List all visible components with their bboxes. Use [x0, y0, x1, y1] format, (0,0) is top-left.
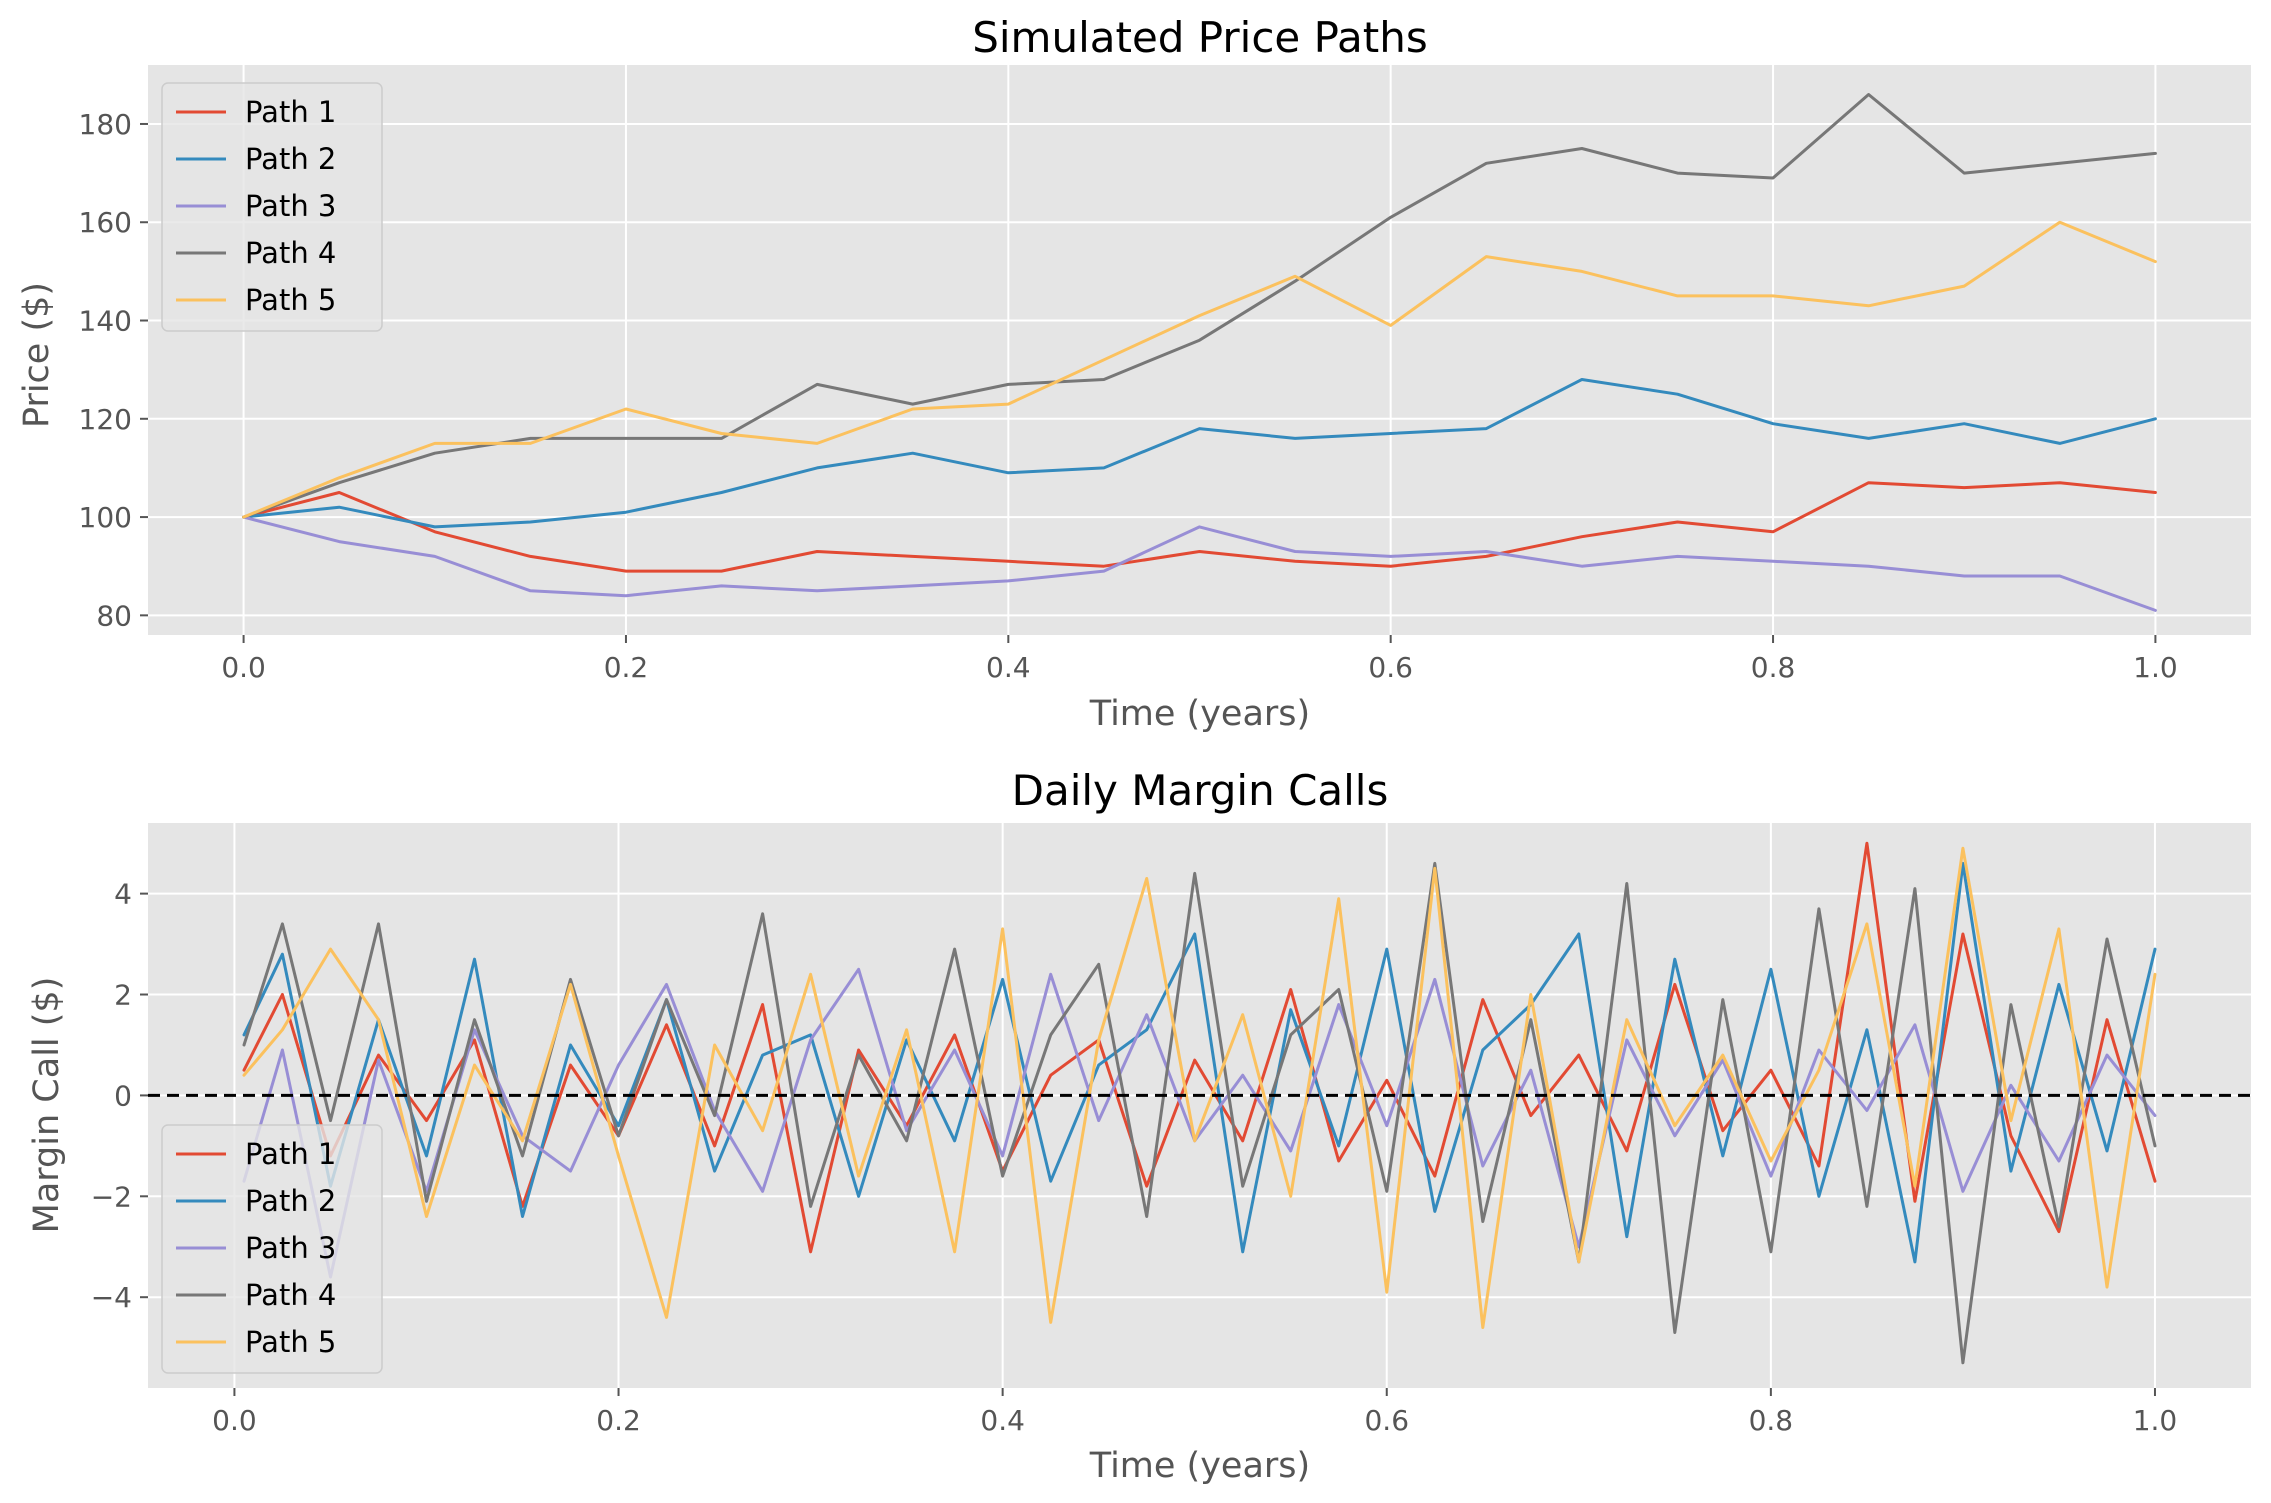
price-paths-title: Simulated Price Paths — [972, 13, 1428, 62]
margin-calls-legend-label: Path 3 — [245, 1231, 336, 1265]
margin-calls-x-tick-label: 0.4 — [980, 1404, 1025, 1437]
price-paths-series-line-path-4 — [242, 93, 2157, 519]
price-paths-legend-label: Path 2 — [245, 142, 336, 176]
price-paths-series-line-path-5 — [242, 220, 2157, 519]
margin-calls-x-tick-label: 0.2 — [596, 1404, 641, 1437]
margin-calls-series-line-path-5 — [242, 846, 2157, 1329]
margin-calls-grid — [148, 823, 2251, 1388]
price-paths-legend-label: Path 5 — [245, 283, 336, 317]
margin-calls-legend-label: Path 4 — [245, 1278, 336, 1312]
margin-calls-chart: 0.0 0.2 0.4 0.6 0.8 1.0 −4 −2 0 2 4 Daily Margin … — [27, 766, 2251, 1486]
price-paths-legend-label: Path 4 — [245, 236, 336, 270]
price-paths-series — [242, 93, 2157, 612]
margin-calls-legend-box — [161, 1124, 383, 1374]
price-paths-x-tick-label: 0.6 — [1368, 651, 1413, 684]
price-paths-y-tick-label: 120 — [79, 403, 132, 436]
margin-calls-x-tick-label: 0.6 — [1364, 1404, 1409, 1437]
price-paths-legend-label: Path 1 — [245, 95, 336, 129]
margin-calls-series — [242, 841, 2157, 1365]
price-paths-y-tick-label: 140 — [79, 305, 132, 338]
price-paths-y-ticks: 80 100 120 140 160 180 — [79, 108, 148, 632]
margin-calls-legend-label: Path 1 — [245, 1137, 336, 1171]
price-paths-y-axis-label: Price ($) — [17, 282, 57, 428]
price-paths-y-tick-label: 160 — [79, 206, 132, 239]
margin-calls-y-tick-label: 2 — [114, 979, 132, 1012]
price-paths-x-tick-label: 0.8 — [1751, 651, 1796, 684]
margin-calls-y-tick-label: −4 — [91, 1281, 132, 1314]
price-paths-y-tick-label: 180 — [79, 108, 132, 141]
price-paths-series-line-path-2 — [242, 378, 2157, 529]
price-paths-x-tick-label: 0.4 — [986, 651, 1031, 684]
margin-calls-legend-label: Path 5 — [245, 1325, 336, 1359]
price-paths-x-axis-label: Time (years) — [1089, 694, 1310, 734]
price-paths-legend-box — [161, 82, 383, 332]
price-paths-y-tick-label: 80 — [96, 599, 132, 632]
price-paths-x-tick-label: 0.2 — [604, 651, 649, 684]
price-paths-legend: Path 1 Path 2 Path 3 Path 4 Path 5 — [161, 82, 383, 332]
price-paths-chart: 0.0 0.2 0.4 0.6 0.8 1.0 80 100 120 140 160 180 Sim… — [17, 13, 2251, 734]
margin-calls-x-tick-label: 1.0 — [2133, 1404, 2178, 1437]
margin-calls-y-axis-label: Margin Call ($) — [27, 977, 67, 1234]
margin-calls-x-ticks: 0.0 0.2 0.4 0.6 0.8 1.0 — [212, 1388, 2177, 1437]
price-paths-x-tick-label: 1.0 — [2133, 651, 2178, 684]
margin-calls-series-line-path-1 — [242, 841, 2157, 1254]
margin-calls-legend-label: Path 2 — [245, 1184, 336, 1218]
margin-calls-legend: Path 1 Path 2 Path 3 Path 4 Path 5 — [161, 1124, 383, 1374]
price-paths-legend-label: Path 3 — [245, 189, 336, 223]
margin-calls-title: Daily Margin Calls — [1012, 766, 1389, 815]
margin-calls-x-tick-label: 0.8 — [1749, 1404, 1794, 1437]
margin-calls-series-line-path-2 — [242, 861, 2157, 1264]
margin-calls-y-tick-label: 4 — [114, 878, 132, 911]
price-paths-series-line-path-1 — [242, 481, 2157, 573]
margin-calls-x-axis-label: Time (years) — [1089, 1446, 1310, 1486]
margin-calls-x-tick-label: 0.0 — [212, 1404, 257, 1437]
price-paths-y-tick-label: 100 — [79, 501, 132, 534]
price-paths-x-ticks: 0.0 0.2 0.4 0.6 0.8 1.0 — [221, 635, 2178, 684]
price-paths-series-line-path-3 — [242, 515, 2157, 612]
margin-calls-y-ticks: −4 −2 0 2 4 — [91, 878, 148, 1314]
price-paths-x-tick-label: 0.0 — [221, 651, 266, 684]
margin-calls-y-tick-label: 0 — [114, 1079, 132, 1112]
price-paths-plot-area — [148, 65, 2251, 635]
margin-calls-y-tick-label: −2 — [91, 1180, 132, 1213]
price-paths-grid — [148, 65, 2251, 635]
